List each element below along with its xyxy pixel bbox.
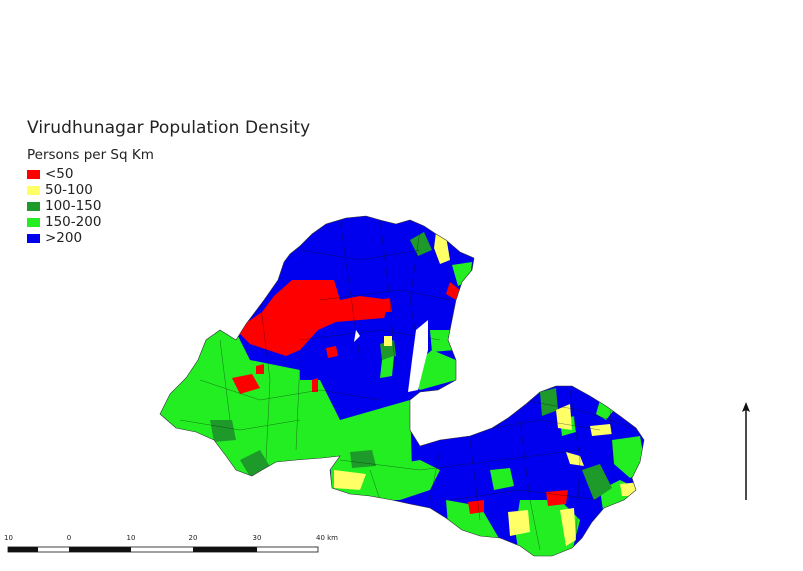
legend-label: 100-150 [45, 198, 102, 214]
legend-item: 150-200 [27, 214, 154, 230]
scale-label: 20 [189, 534, 198, 542]
legend-item: 100-150 [27, 198, 154, 214]
legend-swatch [27, 201, 40, 211]
scale-label: 30 [253, 534, 262, 542]
legend-label: 150-200 [45, 214, 102, 230]
legend-label: 50-100 [45, 182, 93, 198]
legend-item: 50-100 [27, 182, 154, 198]
legend-item: <50 [27, 166, 154, 182]
scale-label: 0 [67, 534, 71, 542]
legend-swatch [27, 169, 40, 179]
legend-swatch [27, 185, 40, 195]
scale-label: 40 km [316, 534, 338, 542]
legend-swatch [27, 233, 40, 243]
map-title: Virudhunagar Population Density [27, 118, 311, 138]
scale-label: 10 [4, 534, 13, 542]
legend: Persons per Sq Km <50 50-100 100-150 150… [27, 147, 154, 246]
legend-swatch [27, 217, 40, 227]
scale-bar: 10 0 10 20 30 40 km [4, 534, 338, 553]
legend-item: >200 [27, 230, 154, 246]
scale-label: 10 [127, 534, 136, 542]
north-arrow-icon [742, 402, 750, 500]
legend-label: <50 [45, 166, 74, 182]
legend-label: >200 [45, 230, 83, 246]
legend-title: Persons per Sq Km [27, 147, 154, 163]
